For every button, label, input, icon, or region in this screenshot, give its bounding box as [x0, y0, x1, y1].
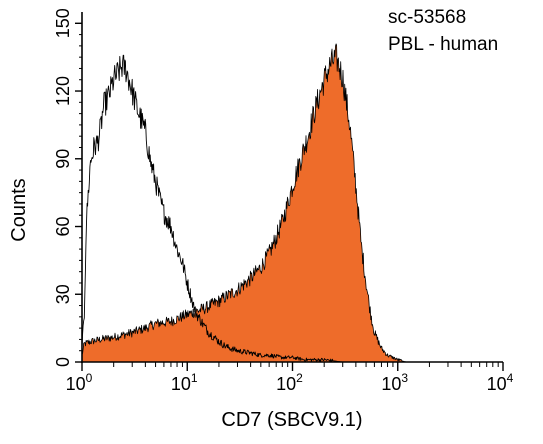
y-tick-label: 120 — [53, 76, 73, 106]
x-tick-label: 100 — [66, 371, 93, 394]
annotation-sample: PBL - human — [388, 34, 498, 55]
x-tick-label: 102 — [276, 371, 303, 394]
y-tick-label: 0 — [53, 357, 73, 367]
x-tick-label: 103 — [381, 371, 408, 394]
axes: 0 30 60 90 120 150 100 101 102 103 104 — [53, 8, 514, 394]
x-tick-label: 101 — [171, 371, 198, 394]
y-tick-label: 30 — [53, 284, 73, 304]
y-tick-label: 90 — [53, 149, 73, 169]
y-axis-label: Counts — [8, 178, 30, 241]
y-tick-label: 150 — [53, 8, 73, 38]
annotation-catalog-number: sc-53568 — [388, 7, 466, 28]
x-axis-label: CD7 (SBCV9.1) — [221, 409, 362, 431]
plot-area — [81, 43, 407, 363]
x-tick-label: 104 — [487, 371, 514, 394]
y-tick-label: 60 — [53, 217, 73, 237]
series-stained-histogram — [81, 43, 407, 363]
